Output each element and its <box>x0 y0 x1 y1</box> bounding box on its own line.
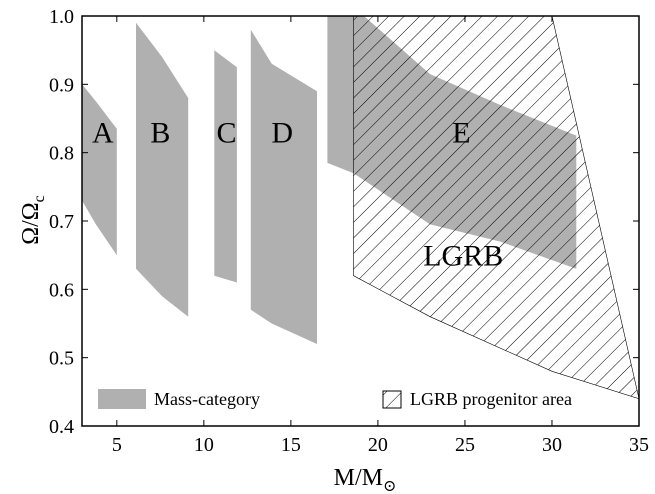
mass-region-c <box>214 50 237 283</box>
y-tick-label: 0.9 <box>49 74 74 96</box>
x-tick-label: 25 <box>455 434 475 456</box>
x-tick-label: 10 <box>194 434 214 456</box>
mass-region-b <box>136 22 189 317</box>
x-axis-title-sub: ⊙ <box>383 478 396 494</box>
legend: Mass-category LGRB progenitor area <box>98 389 572 409</box>
x-tick-label: 35 <box>629 434 649 456</box>
y-tick-label: 0.5 <box>49 348 74 370</box>
legend-filled-label: Mass-category <box>154 389 260 409</box>
x-tick-label: 20 <box>368 434 388 456</box>
plot-area <box>82 16 639 400</box>
y-tick-label: 1.0 <box>49 6 74 28</box>
y-axis-title: Ω/Ωc <box>18 195 48 244</box>
region-label-a: A <box>92 116 114 149</box>
x-tick-label: 30 <box>542 434 562 456</box>
region-label-d: D <box>271 116 293 149</box>
x-axis-title-main: M/M <box>334 465 383 491</box>
y-tick-label: 0.4 <box>49 416 74 438</box>
region-label-e: E <box>452 116 470 149</box>
hatched-region-lgrb <box>353 16 639 400</box>
x-tick-label: 15 <box>281 434 301 456</box>
mass-region-a <box>82 84 117 256</box>
y-axis-title-main: Ω/Ω <box>18 202 44 244</box>
region-label-c: C <box>216 116 236 149</box>
y-tick-label: 0.6 <box>49 279 74 301</box>
x-axis-title: M/M⊙ <box>334 465 397 494</box>
y-axis-title-sub: c <box>31 195 48 202</box>
region-label-b: B <box>150 116 170 149</box>
mass-region-d <box>250 29 317 344</box>
region-labels: A B C D E LGRB <box>92 116 503 272</box>
y-tick-label: 0.8 <box>49 143 74 165</box>
region-label-lgrb: LGRB <box>423 239 503 272</box>
legend-hatched-swatch <box>382 390 402 409</box>
legend-hatched-label: LGRB progenitor area <box>410 389 572 409</box>
legend-filled-swatch <box>98 389 146 409</box>
axis-ticks: 5 10 15 20 25 30 35 0.4 0.5 0.6 0.7 0.8 0.9 1.0 <box>49 6 649 456</box>
y-tick-label: 0.7 <box>49 211 74 233</box>
x-tick-label: 5 <box>112 434 122 456</box>
